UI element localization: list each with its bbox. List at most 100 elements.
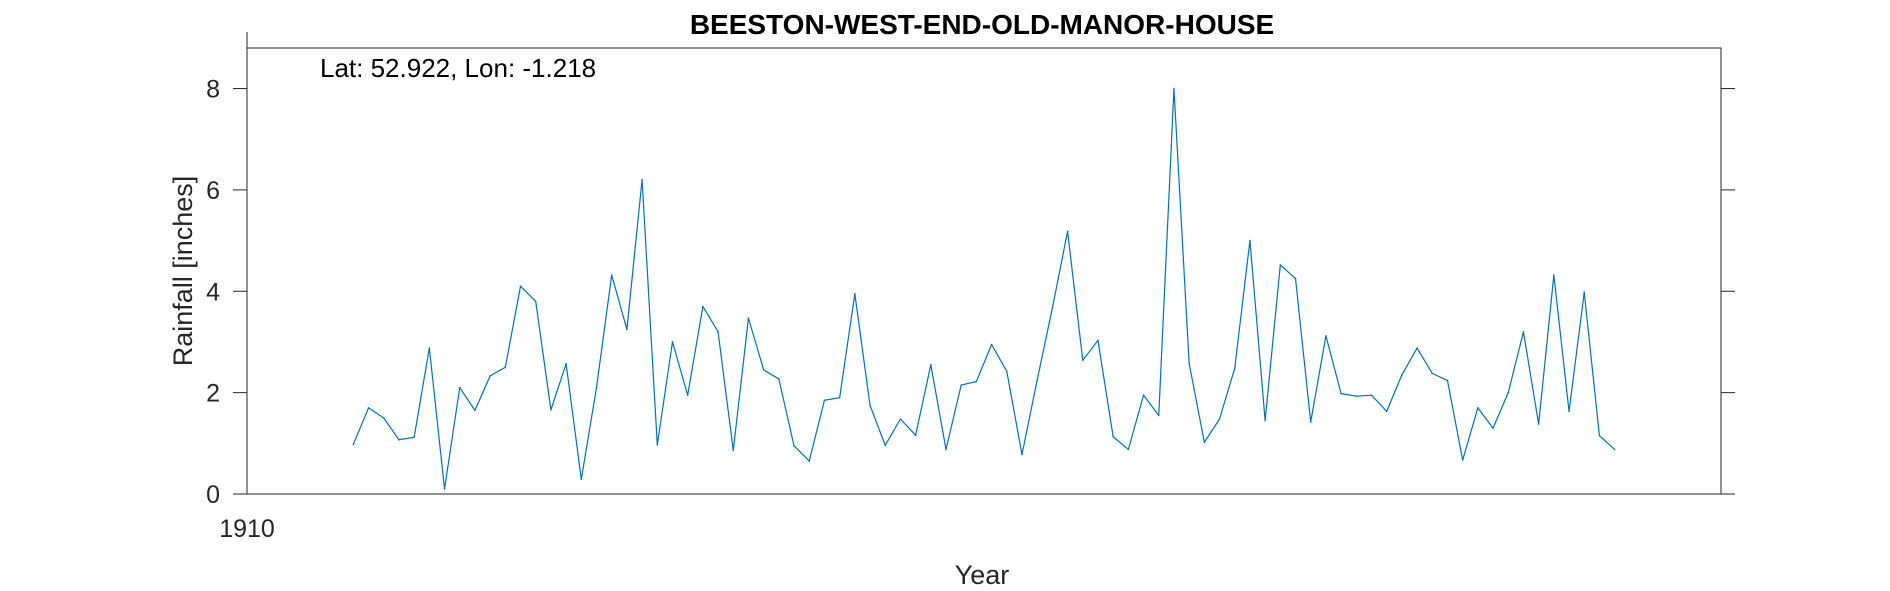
data-point-1983 [1355, 395, 1358, 397]
data-point-1923 [443, 488, 446, 490]
data-point-1992 [1492, 427, 1494, 429]
rainfall-series-line [352, 87, 1616, 490]
data-point-1949 [838, 396, 841, 399]
data-point-1943 [747, 317, 750, 319]
data-point-1934 [610, 274, 613, 276]
data-point-1985 [1385, 410, 1388, 413]
data-point-1959 [990, 343, 993, 346]
data-point-1961 [1021, 453, 1023, 456]
data-point-1944 [762, 369, 765, 371]
data-point-1973 [1203, 441, 1206, 444]
data-point-1994 [1522, 331, 1525, 333]
x-axis-label: Year [955, 560, 1010, 590]
data-point-1932 [580, 478, 583, 481]
chart-title: BEESTON-WEST-END-OLD-MANOR-HOUSE [690, 9, 1274, 40]
location-annotation: Lat: 52.922, Lon: -1.218 [320, 53, 596, 83]
data-point-1954 [914, 434, 917, 437]
data-point-1940 [702, 305, 704, 308]
x-tick-label-0: 1910 [219, 515, 275, 543]
data-point-1998 [1583, 291, 1586, 294]
data-point-1930 [550, 409, 552, 411]
data-point-1972 [1188, 362, 1190, 365]
data-points [352, 87, 1616, 490]
data-point-1948 [823, 399, 826, 402]
data-point-1982 [1340, 392, 1342, 395]
data-point-1995 [1537, 423, 1540, 425]
data-point-1952 [884, 444, 887, 447]
x-axis-ticks: 1910 [219, 515, 275, 543]
data-point-1955 [930, 363, 932, 366]
y-tick-label-3: 6 [206, 177, 220, 205]
data-point-1947 [808, 460, 811, 462]
data-point-1997 [1568, 410, 1570, 413]
data-point-1988 [1431, 372, 1434, 375]
y-axis-ticks: 0 2 4 6 8 [206, 76, 1735, 509]
data-point-1937 [656, 444, 659, 446]
data-point-1987 [1416, 347, 1418, 349]
data-point-1966 [1097, 339, 1099, 342]
data-point-1981 [1325, 335, 1327, 337]
data-point-1936 [641, 178, 643, 181]
data-point-1925 [474, 409, 476, 412]
data-point-1956 [945, 448, 947, 451]
data-point-1933 [595, 386, 598, 389]
data-point-1976 [1249, 239, 1251, 242]
data-point-1963 [1051, 307, 1054, 309]
data-point-1996 [1553, 274, 1555, 276]
data-point-1920 [398, 438, 400, 441]
y-tick-label-0: 0 [206, 481, 220, 509]
data-point-1922 [428, 347, 431, 349]
data-point-1960 [1005, 370, 1008, 373]
data-point-1924 [458, 386, 461, 389]
data-point-1939 [686, 394, 689, 396]
data-point-1928 [519, 285, 522, 288]
data-point-1953 [899, 418, 902, 420]
data-point-1938 [671, 341, 674, 343]
data-point-2000 [1613, 448, 1616, 451]
data-point-1975 [1233, 367, 1236, 370]
data-point-1990 [1461, 459, 1464, 461]
data-point-1979 [1294, 277, 1297, 280]
data-point-1945 [778, 378, 780, 380]
data-point-1927 [504, 366, 507, 369]
data-point-1964 [1066, 230, 1069, 233]
data-point-1967 [1112, 435, 1114, 438]
data-point-1958 [975, 380, 978, 383]
data-point-1935 [626, 328, 628, 331]
data-point-1957 [960, 384, 963, 386]
plot-area [246, 47, 1722, 495]
data-point-1946 [793, 445, 795, 447]
data-point-1968 [1127, 448, 1130, 451]
y-tick-label-4: 8 [206, 76, 220, 104]
data-point-1929 [534, 300, 537, 303]
data-point-1931 [565, 362, 567, 365]
data-point-1965 [1081, 359, 1084, 362]
y-tick-label-2: 4 [206, 278, 220, 306]
data-point-1917 [352, 443, 355, 446]
data-point-1986 [1401, 374, 1403, 376]
y-axis-label: Rainfall [inches] [168, 176, 198, 367]
data-point-1991 [1477, 407, 1479, 409]
data-point-1919 [382, 417, 385, 419]
data-point-1950 [854, 293, 856, 295]
y-tick-label-1: 2 [206, 380, 220, 408]
data-point-1951 [869, 404, 871, 407]
data-point-1970 [1157, 414, 1160, 417]
data-point-1993 [1507, 391, 1510, 394]
data-point-1918 [367, 407, 370, 409]
data-point-1926 [489, 375, 491, 377]
data-point-1974 [1218, 418, 1221, 420]
data-point-1984 [1370, 394, 1373, 396]
data-point-1962 [1036, 379, 1038, 381]
data-point-1989 [1446, 379, 1449, 382]
data-point-1942 [732, 449, 735, 452]
data-point-1999 [1598, 434, 1601, 437]
data-point-1941 [717, 331, 719, 333]
data-point-1971 [1173, 87, 1175, 90]
data-point-1977 [1264, 419, 1266, 422]
data-point-1980 [1309, 421, 1312, 423]
data-point-1921 [413, 436, 415, 439]
data-point-1969 [1142, 394, 1145, 396]
data-point-1978 [1279, 264, 1282, 266]
